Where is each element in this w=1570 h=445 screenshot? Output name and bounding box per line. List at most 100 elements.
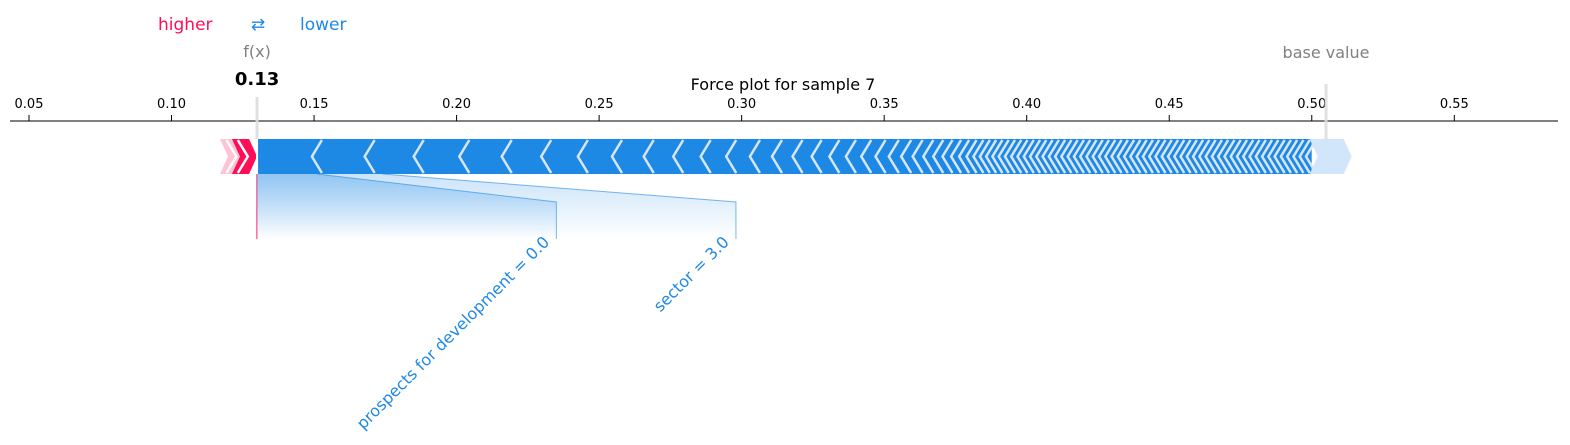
higher-force-bar-tail xyxy=(219,139,240,174)
lower-force-bar-tail xyxy=(1309,139,1352,174)
segment-chevron xyxy=(1116,139,1129,174)
x-tick-label: 0.40 xyxy=(1012,97,1041,112)
x-tick-label: 0.30 xyxy=(727,97,756,112)
segment-chevron xyxy=(978,139,991,174)
segment-chevron xyxy=(1091,139,1104,174)
x-tick-label: 0.05 xyxy=(15,97,44,112)
segment-chevron xyxy=(941,139,954,174)
segment-chevron xyxy=(1028,139,1042,174)
feature-label: prospects for development = 0.0 xyxy=(353,232,554,433)
legend-arrow-icon: ⇄ xyxy=(251,15,265,35)
segment-chevron xyxy=(1034,139,1048,174)
segment-chevron xyxy=(1085,139,1098,174)
segment-chevron xyxy=(949,139,963,174)
segment-chevron xyxy=(810,139,823,174)
segment-chevron xyxy=(1285,139,1299,174)
segment-chevron xyxy=(859,139,873,174)
segment-chevron xyxy=(984,139,998,174)
segment-chevron xyxy=(770,139,784,174)
segment-chevron xyxy=(965,139,978,174)
segment-chevron xyxy=(1241,139,1255,174)
segment-chevron xyxy=(1016,139,1029,174)
higher-connector xyxy=(256,174,258,239)
force-bars xyxy=(219,139,1352,174)
segment-chevron xyxy=(1172,139,1186,174)
lower-force-bar xyxy=(257,139,1312,174)
feature-connector-line xyxy=(382,173,737,239)
segment-chevron xyxy=(1022,139,1035,174)
fx-value: 0.13 xyxy=(235,69,279,90)
segment-chevron xyxy=(671,139,685,174)
fx-marker-line xyxy=(255,97,259,139)
segment-chevron xyxy=(412,139,425,174)
segment-chevron xyxy=(1235,139,1249,174)
base-value-label: base value xyxy=(1283,43,1370,62)
segment-chevron xyxy=(1216,139,1230,174)
segment-chevron xyxy=(1160,139,1173,174)
segment-chevron xyxy=(827,139,841,174)
segment-chevron xyxy=(1110,139,1123,174)
segment-chevron xyxy=(1229,139,1242,174)
x-tick-label: 0.50 xyxy=(1297,97,1326,112)
segment-chevron xyxy=(1047,139,1060,174)
segment-chevron xyxy=(1179,139,1192,174)
segment-chevron xyxy=(1260,139,1274,174)
legend-higher-label: higher xyxy=(158,15,213,35)
segment-chevron xyxy=(921,139,935,174)
feature-connector-area xyxy=(257,174,736,239)
x-tick-label: 0.10 xyxy=(157,97,186,112)
segment-chevron xyxy=(1003,139,1017,174)
segment-chevron xyxy=(1266,139,1280,174)
segment-chevron xyxy=(791,139,804,174)
segment-chevron xyxy=(699,139,712,174)
segment-chevron xyxy=(1066,139,1079,174)
segment-chevron xyxy=(1009,139,1023,174)
segment-chevron xyxy=(310,139,323,174)
segment-chevron xyxy=(1141,139,1154,174)
feature-labels: prospects for development = 0.0 sector = … xyxy=(353,232,733,433)
segment-chevron xyxy=(539,139,553,174)
x-tick-label: 0.35 xyxy=(870,97,899,112)
higher-force-bar xyxy=(229,139,258,174)
segment-chevron xyxy=(1254,139,1267,174)
segment-chevron xyxy=(1191,139,1205,174)
base-value-marker-line xyxy=(1324,84,1328,139)
segment-chevron xyxy=(748,139,761,174)
segment-chevron xyxy=(236,139,250,174)
segment-chevron xyxy=(957,139,971,174)
segment-chevron xyxy=(642,139,655,174)
segment-chevron xyxy=(971,139,985,174)
fx-label: f(x) xyxy=(243,42,271,61)
segment-chevron xyxy=(363,139,376,174)
segment-chevron xyxy=(1185,139,1198,174)
segment-chevron xyxy=(1072,139,1086,174)
segment-chevron xyxy=(931,139,945,174)
segment-chevron xyxy=(1279,139,1292,174)
value-markers xyxy=(255,84,1328,139)
segment-chevron xyxy=(887,139,900,174)
segment-chevron xyxy=(1122,139,1136,174)
segment-chevron xyxy=(874,139,887,174)
segment-chevron xyxy=(1154,139,1167,174)
segment-chevron xyxy=(1147,139,1161,174)
feature-label: sector = 3.0 xyxy=(650,232,733,315)
segment-chevron xyxy=(724,139,738,174)
segment-chevron xyxy=(1041,139,1054,174)
segment-chevron xyxy=(1210,139,1223,174)
segment-chevron xyxy=(1078,139,1092,174)
segment-chevron xyxy=(899,139,913,174)
x-tick-label: 0.45 xyxy=(1155,97,1184,112)
segment-chevron xyxy=(1204,139,1217,174)
segment-chevron xyxy=(225,139,238,174)
segment-chevron xyxy=(457,139,471,174)
segment-chevron xyxy=(1197,139,1211,174)
x-tick-label: 0.15 xyxy=(300,97,329,112)
segment-chevron xyxy=(1248,139,1261,174)
segment-chevron xyxy=(1059,139,1073,174)
feature-connectors xyxy=(256,173,737,239)
segment-chevron xyxy=(1135,139,1148,174)
segment-chevron xyxy=(1304,139,1318,174)
x-axis: 0.05 0.10 0.15 0.20 0.25 0.30 0.35 0.40 0.45 0.50… xyxy=(10,97,1558,122)
segment-chevron xyxy=(990,139,1004,174)
